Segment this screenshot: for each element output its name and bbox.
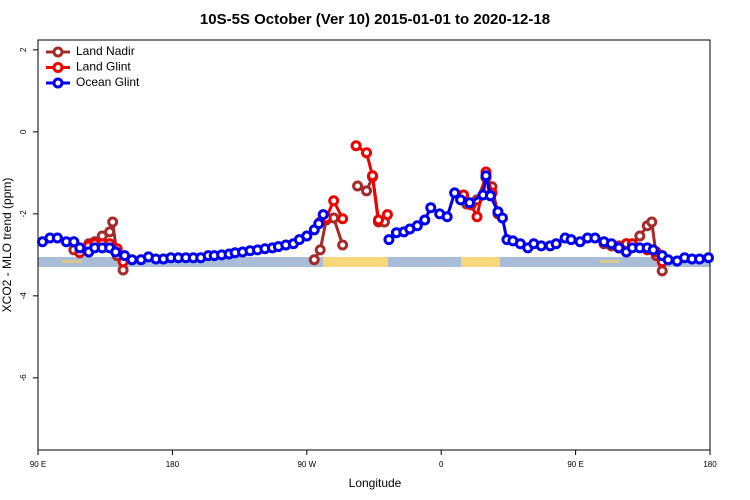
- x-tick-label: 0: [439, 460, 444, 469]
- data-point: [383, 234, 395, 246]
- data-point: [301, 230, 313, 242]
- x-tick-label: 90 E: [30, 460, 46, 469]
- y-tick-label: -4: [19, 292, 28, 300]
- data-point: [449, 187, 461, 199]
- data-point: [372, 214, 384, 226]
- data-point: [308, 254, 320, 266]
- legend-marker: [52, 46, 64, 58]
- data-point: [496, 212, 508, 224]
- data-point: [361, 185, 373, 197]
- data-point: [110, 246, 122, 258]
- data-point: [550, 238, 562, 250]
- data-point: [126, 254, 138, 266]
- plot-frame: [37, 39, 711, 451]
- y-tick-label: 2: [19, 47, 28, 52]
- data-point: [313, 218, 325, 230]
- data-point: [455, 194, 467, 206]
- data-point: [68, 236, 80, 248]
- x-tick-label: 90 W: [297, 460, 316, 469]
- land-strip: [461, 257, 500, 267]
- data-point: [317, 209, 329, 221]
- x-axis-label: Longitude: [349, 476, 402, 490]
- data-point: [656, 265, 668, 277]
- data-point: [337, 239, 349, 251]
- data-point: [471, 211, 483, 223]
- data-point: [480, 170, 492, 182]
- data-point: [419, 214, 431, 226]
- data-point: [535, 240, 547, 252]
- legend-label: Land Glint: [76, 60, 131, 74]
- data-point: [51, 232, 63, 244]
- data-point: [350, 140, 362, 152]
- data-point: [314, 244, 326, 256]
- x-tick-label: 180: [166, 460, 180, 469]
- x-tick-label: 180: [703, 460, 717, 469]
- island-strip: [600, 260, 620, 263]
- y-tick-label: -6: [19, 374, 28, 382]
- data-point: [337, 213, 349, 225]
- data-point: [464, 197, 476, 209]
- y-tick-label: 0: [19, 129, 28, 134]
- legend-marker: [52, 62, 64, 73]
- data-point: [634, 230, 646, 242]
- chart-title: 10S-5S October (Ver 10) 2015-01-01 to 20…: [200, 11, 550, 28]
- data-point: [646, 216, 658, 228]
- data-point: [425, 202, 437, 214]
- data-point: [104, 226, 116, 238]
- legend-label: Ocean Glint: [76, 75, 140, 89]
- data-point: [589, 232, 601, 244]
- legend-label: Land Nadir: [76, 44, 135, 58]
- data-point: [328, 195, 340, 207]
- x-tick-label: 90 E: [567, 460, 583, 469]
- data-point: [703, 252, 715, 264]
- data-point: [662, 254, 674, 266]
- data-point: [441, 211, 453, 223]
- data-point: [107, 216, 119, 228]
- legend-marker: [52, 77, 64, 89]
- data-point: [694, 253, 706, 265]
- data-point: [565, 234, 577, 246]
- data-point: [74, 242, 86, 254]
- y-axis-label: XCO2 - MLO trend (ppm): [0, 178, 14, 313]
- map-strip: [38, 257, 710, 267]
- y-tick-label: -2: [19, 210, 28, 218]
- data-point: [411, 220, 423, 232]
- island-strip: [62, 260, 82, 263]
- data-point: [361, 147, 373, 159]
- data-point: [367, 170, 379, 182]
- data-point: [381, 209, 393, 221]
- data-point: [647, 244, 659, 256]
- land-strip: [323, 257, 388, 267]
- data-point: [484, 190, 496, 202]
- data-point: [352, 180, 364, 192]
